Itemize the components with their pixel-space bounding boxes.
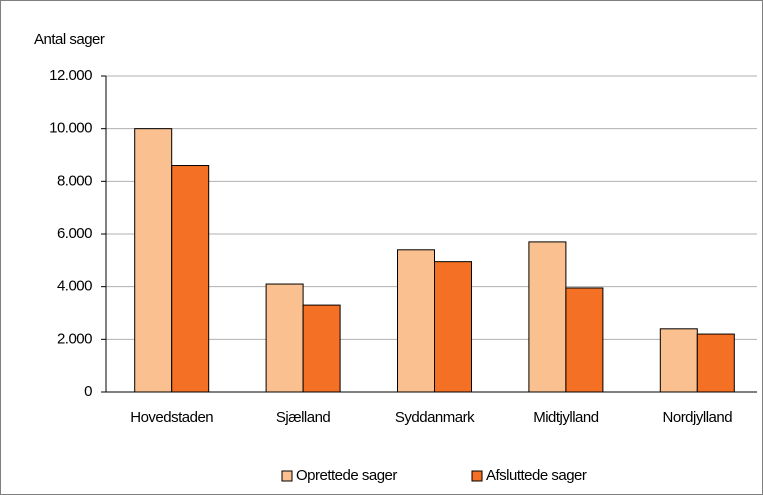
bar xyxy=(134,128,173,393)
y-tick-label: 12.000 xyxy=(49,67,92,84)
legend-label: Afsluttede sager xyxy=(486,467,587,484)
y-axis-label: Antal sager xyxy=(34,31,105,48)
legend-swatch xyxy=(471,470,483,482)
bar xyxy=(528,241,567,393)
x-tick-label: Midtjylland xyxy=(533,409,599,426)
bar xyxy=(434,261,472,393)
y-tick-label: 4.000 xyxy=(57,278,92,295)
bar xyxy=(659,328,698,393)
x-tick-label: Hovedstaden xyxy=(130,409,213,426)
x-tick-label: Sjælland xyxy=(276,409,331,426)
y-tick-label: 10.000 xyxy=(49,120,92,137)
x-tick-label: Nordjylland xyxy=(663,409,733,426)
y-tick-label: 0 xyxy=(84,383,92,400)
bar xyxy=(171,165,210,393)
bar xyxy=(397,249,435,393)
legend-swatch xyxy=(281,470,293,482)
bar xyxy=(302,304,341,393)
bar xyxy=(265,283,304,393)
y-tick-label: 8.000 xyxy=(57,172,92,189)
bar xyxy=(696,333,735,393)
y-tick-label: 2.000 xyxy=(57,330,92,347)
x-tick-label: Syddanmark xyxy=(395,409,475,426)
legend-label: Oprettede sager xyxy=(296,467,397,484)
bar xyxy=(565,287,604,393)
y-tick-label: 6.000 xyxy=(57,225,92,242)
